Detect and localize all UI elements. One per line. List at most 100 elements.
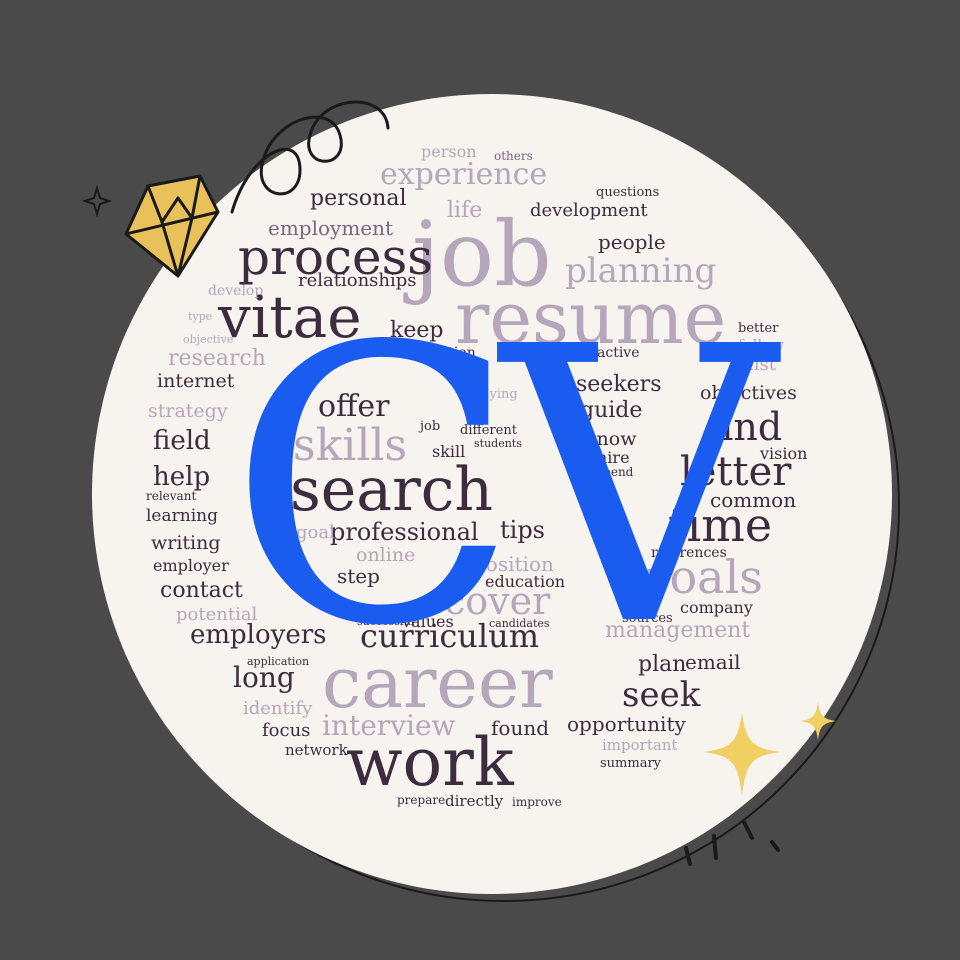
cloud-word: skills [293,420,408,471]
cloud-word: keep [390,318,444,343]
cloud-word: action [432,345,476,361]
cloud-word: long [233,661,295,694]
cloud-word: successful [357,615,415,628]
cloud-word: help [153,462,211,492]
cloud-word: employer [153,556,229,575]
cloud-word: cover [444,579,551,623]
cloud-word: company [680,598,753,617]
cloud-word: develop [208,283,264,299]
scribble-loop-icon [230,100,390,214]
cloud-word: management [605,618,751,643]
cloud-word: values [402,612,454,631]
sparkle-icon [81,184,113,218]
cloud-word: vision [760,444,808,463]
cloud-word: plan [638,652,687,677]
cloud-word: tips [500,516,545,544]
cloud-word: network [285,741,348,759]
cloud-word: summary [600,756,662,771]
sparkle-icon [800,702,836,740]
cloud-word: spend [597,465,634,479]
cloud-word: step [337,564,380,588]
cloud-word: applying [461,387,518,402]
cloud-word: time [668,498,773,552]
cloud-word: job [420,419,441,434]
cloud-word: focus [262,720,311,741]
cloud-word: work [346,724,514,801]
cloud-word: people [598,230,666,254]
cloud-word: learning [146,506,218,526]
cloud-word: personal [310,186,407,211]
cloud-word: type [188,310,213,323]
cloud-word: objective [183,333,234,346]
cloud-word: common [710,488,797,512]
cloud-word: identify [243,698,313,719]
cloud-word: seek [622,675,701,715]
cloud-word: search [290,455,493,525]
cv-headline: CV [228,266,775,709]
cloud-word: application [247,655,310,668]
cloud-word: education [485,572,565,591]
cloud-word: found [491,716,550,740]
cloud-word: strategy [148,400,228,422]
cloud-word: students [474,437,522,450]
cloud-word: list [748,354,776,375]
cloud-word: prepare [397,793,446,807]
cloud-word: directly [445,792,504,810]
cloud-word: life [447,198,483,223]
cloud-word: find [708,405,783,449]
cloud-word: interview [322,709,456,742]
accent-dash-icon [684,820,780,866]
cloud-word: person [421,142,477,161]
cloud-word: field [153,426,211,456]
cloud-word: research [168,346,266,371]
cloud-word: career [322,642,553,724]
cloud-word: follow [738,336,785,354]
cloud-word: offer [318,389,390,424]
cloud-word: know [585,428,637,450]
cloud-word: goals [640,550,763,604]
cloud-word: references [651,545,727,561]
cloud-word: vitae [218,283,362,351]
cloud-word: improve [512,795,562,809]
cloud-word: better [738,321,779,336]
cloud-word: opportunity [567,712,686,736]
cloud-word: relevant [146,489,197,503]
cloud-word: internet [157,370,235,392]
cloud-word: experience [380,157,548,192]
cloud-word: resume [455,276,727,360]
cloud-word: objectives [700,382,797,404]
cloud-word: contact [160,578,243,603]
cloud-word: different [460,423,517,438]
diamond-gem-icon [124,174,220,278]
cloud-word: sources [622,611,673,626]
cloud-word: seekers [576,372,662,397]
cloud-word: letter [680,449,792,495]
cloud-word: professional [330,518,479,546]
sparkle-icon [704,712,780,796]
cloud-word: position [473,552,554,576]
cloud-word: planning [565,251,717,291]
cloud-word: employers [190,620,327,650]
cloud-word: curriculum [360,617,540,655]
cloud-word: candidates [489,617,550,630]
cloud-word: goal [296,522,335,543]
cloud-word: others [494,149,533,163]
cloud-word: skill [432,442,466,461]
cloud-word: hire [597,448,630,467]
cloud-word: important [602,736,678,754]
cloud-word: guide [580,398,643,423]
cloud-word: writing [151,532,221,554]
cloud-word: relationships [298,270,417,291]
cloud-word: development [530,200,648,221]
cloud-word: potential [176,604,258,625]
cloud-word: job [412,202,552,307]
cloud-word: questions [596,185,660,200]
word-cloud-circle [92,94,892,894]
cloud-word: active [597,345,640,361]
cloud-word: online [356,544,416,566]
cloud-word: process [238,228,433,286]
cloud-word: employment [268,216,394,240]
cloud-word: email [685,650,741,674]
